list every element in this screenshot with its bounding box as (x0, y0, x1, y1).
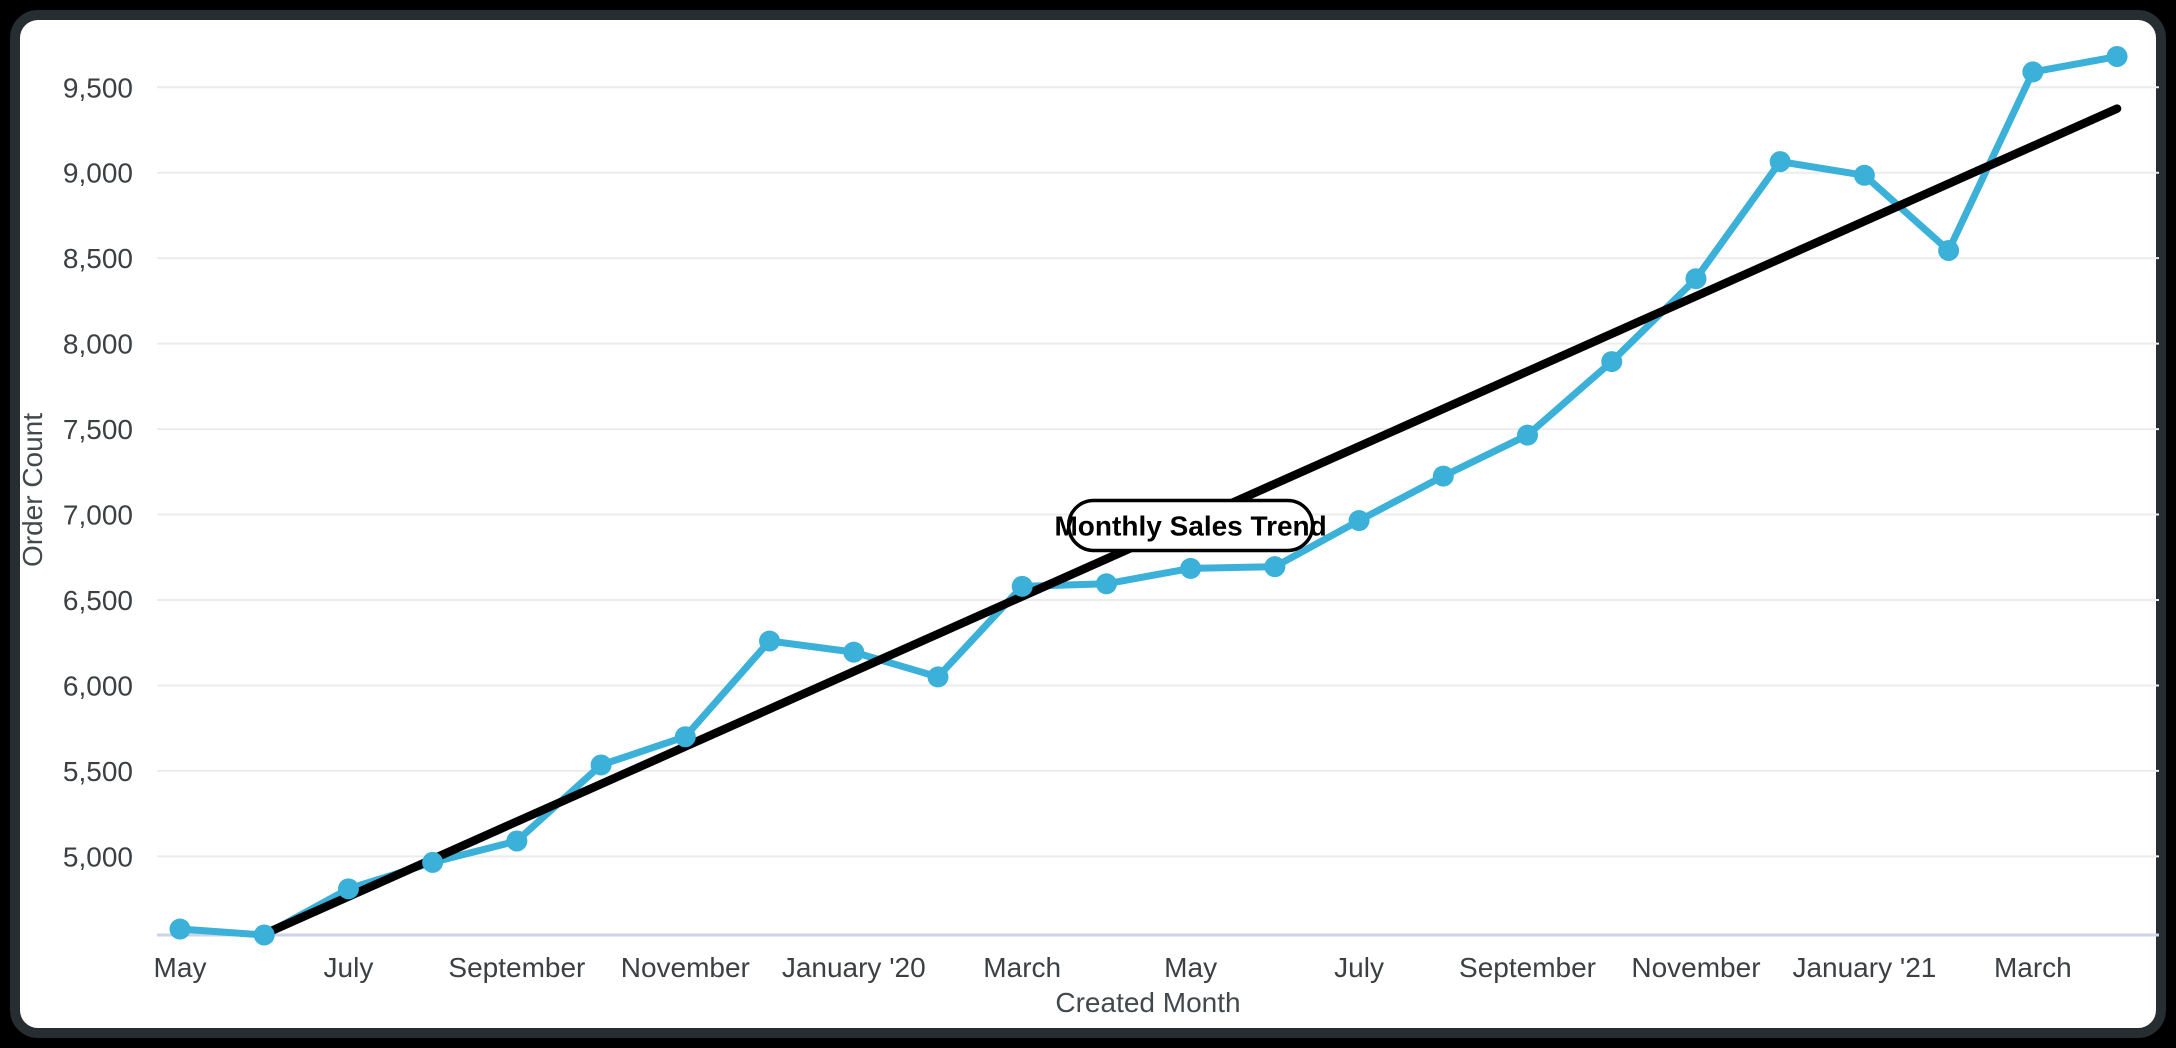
y-tick-label: 5,000 (63, 841, 133, 872)
data-point[interactable] (337, 878, 359, 900)
series-line (176, 53, 2121, 939)
x-axis-tick-labels: May July September November January '20 March… (154, 952, 2072, 983)
x-tick-label: September (448, 952, 585, 983)
x-tick-label: November (1631, 952, 1760, 983)
data-point[interactable] (1685, 268, 1707, 290)
x-axis-title: Created Month (1055, 987, 1240, 1018)
data-point[interactable] (506, 830, 528, 852)
data-point[interactable] (253, 924, 275, 946)
y-tick-label: 8,500 (63, 243, 133, 274)
y-tick-label: 6,000 (63, 670, 133, 701)
data-point[interactable] (169, 918, 191, 940)
y-tick-label: 5,500 (63, 756, 133, 787)
y-tick-label: 7,500 (63, 414, 133, 445)
x-tick-label: May (154, 952, 207, 983)
data-point[interactable] (1180, 557, 1202, 579)
x-tick-label: November (621, 952, 750, 983)
order-count-line-series (176, 53, 2121, 939)
x-tick-label: September (1459, 952, 1596, 983)
data-point[interactable] (1348, 510, 1370, 532)
y-tick-label: 9,500 (63, 72, 133, 103)
data-point[interactable] (1264, 556, 1286, 578)
data-point[interactable] (2106, 46, 2128, 68)
x-tick-label: January '21 (1792, 952, 1936, 983)
x-tick-label: May (1164, 952, 1217, 983)
data-point[interactable] (2022, 61, 2044, 83)
y-tick-label: 9,000 (63, 158, 133, 189)
data-point[interactable] (1601, 351, 1623, 373)
gridlines (157, 86, 2159, 937)
data-point[interactable] (1938, 239, 1960, 261)
x-tick-label: March (983, 952, 1061, 983)
data-point[interactable] (759, 630, 781, 652)
x-tick-label: July (1334, 952, 1384, 983)
y-axis-tick-labels: 5,000 5,500 6,000 6,500 7,000 7,500 8,000 8,500… (63, 72, 133, 872)
data-point[interactable] (1853, 164, 1875, 186)
data-point[interactable] (1011, 575, 1033, 597)
x-tick-label: March (1994, 952, 2072, 983)
x-tick-label: January '20 (782, 952, 926, 983)
data-point[interactable] (422, 851, 444, 873)
data-point[interactable] (1517, 424, 1539, 446)
y-axis-title: Order Count (17, 413, 48, 567)
data-point[interactable] (843, 641, 865, 663)
chart-title-annotation: Monthly Sales Trend (1054, 498, 1327, 553)
annotation-pill-label: Monthly Sales Trend (1054, 510, 1326, 541)
data-point[interactable] (1432, 465, 1454, 487)
data-points (169, 46, 2128, 946)
annotation-pill-background (1066, 498, 1315, 553)
data-point[interactable] (927, 666, 949, 688)
data-point[interactable] (1095, 573, 1117, 595)
y-tick-label: 6,500 (63, 585, 133, 616)
y-tick-label: 8,000 (63, 329, 133, 360)
data-point[interactable] (590, 754, 612, 776)
data-point[interactable] (1769, 151, 1791, 173)
data-point[interactable] (674, 726, 696, 748)
y-tick-label: 7,000 (63, 500, 133, 531)
x-tick-label: July (324, 952, 374, 983)
